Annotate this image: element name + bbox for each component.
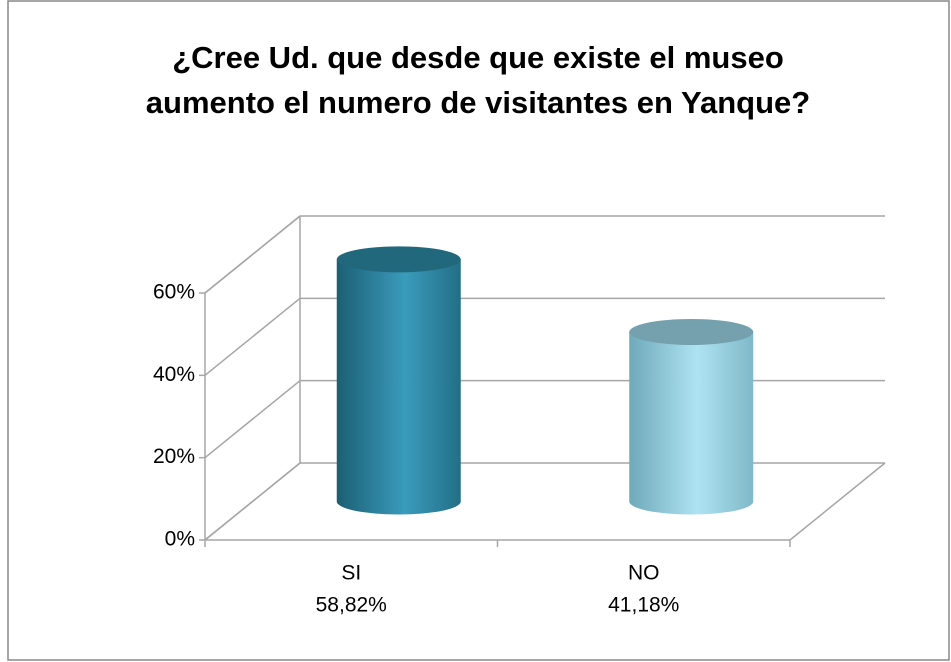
value-label: 58,82% bbox=[316, 594, 387, 617]
y-tick-label: 20% bbox=[153, 445, 195, 468]
y-tick-label: 0% bbox=[165, 528, 195, 551]
value-label: 41,18% bbox=[608, 594, 679, 617]
grid-line bbox=[204, 380, 301, 459]
x-tick-label: SI bbox=[341, 562, 361, 585]
y-tick-label: 60% bbox=[153, 281, 195, 304]
bar-top bbox=[629, 318, 754, 345]
grid-line bbox=[204, 462, 301, 541]
bar-top bbox=[336, 246, 461, 273]
bar bbox=[629, 331, 754, 515]
grid-line bbox=[204, 297, 301, 376]
grid-line bbox=[204, 215, 301, 294]
chart-title: ¿Cree Ud. que desde que existe el museo bbox=[172, 40, 784, 75]
y-tick-label: 40% bbox=[153, 363, 195, 386]
x-tick-label: NO bbox=[628, 562, 660, 585]
chart-title: aumento el numero de visitantes en Yanqu… bbox=[146, 85, 810, 120]
chart-border bbox=[7, 0, 950, 661]
floor-edge bbox=[789, 462, 886, 541]
bar bbox=[336, 259, 461, 515]
